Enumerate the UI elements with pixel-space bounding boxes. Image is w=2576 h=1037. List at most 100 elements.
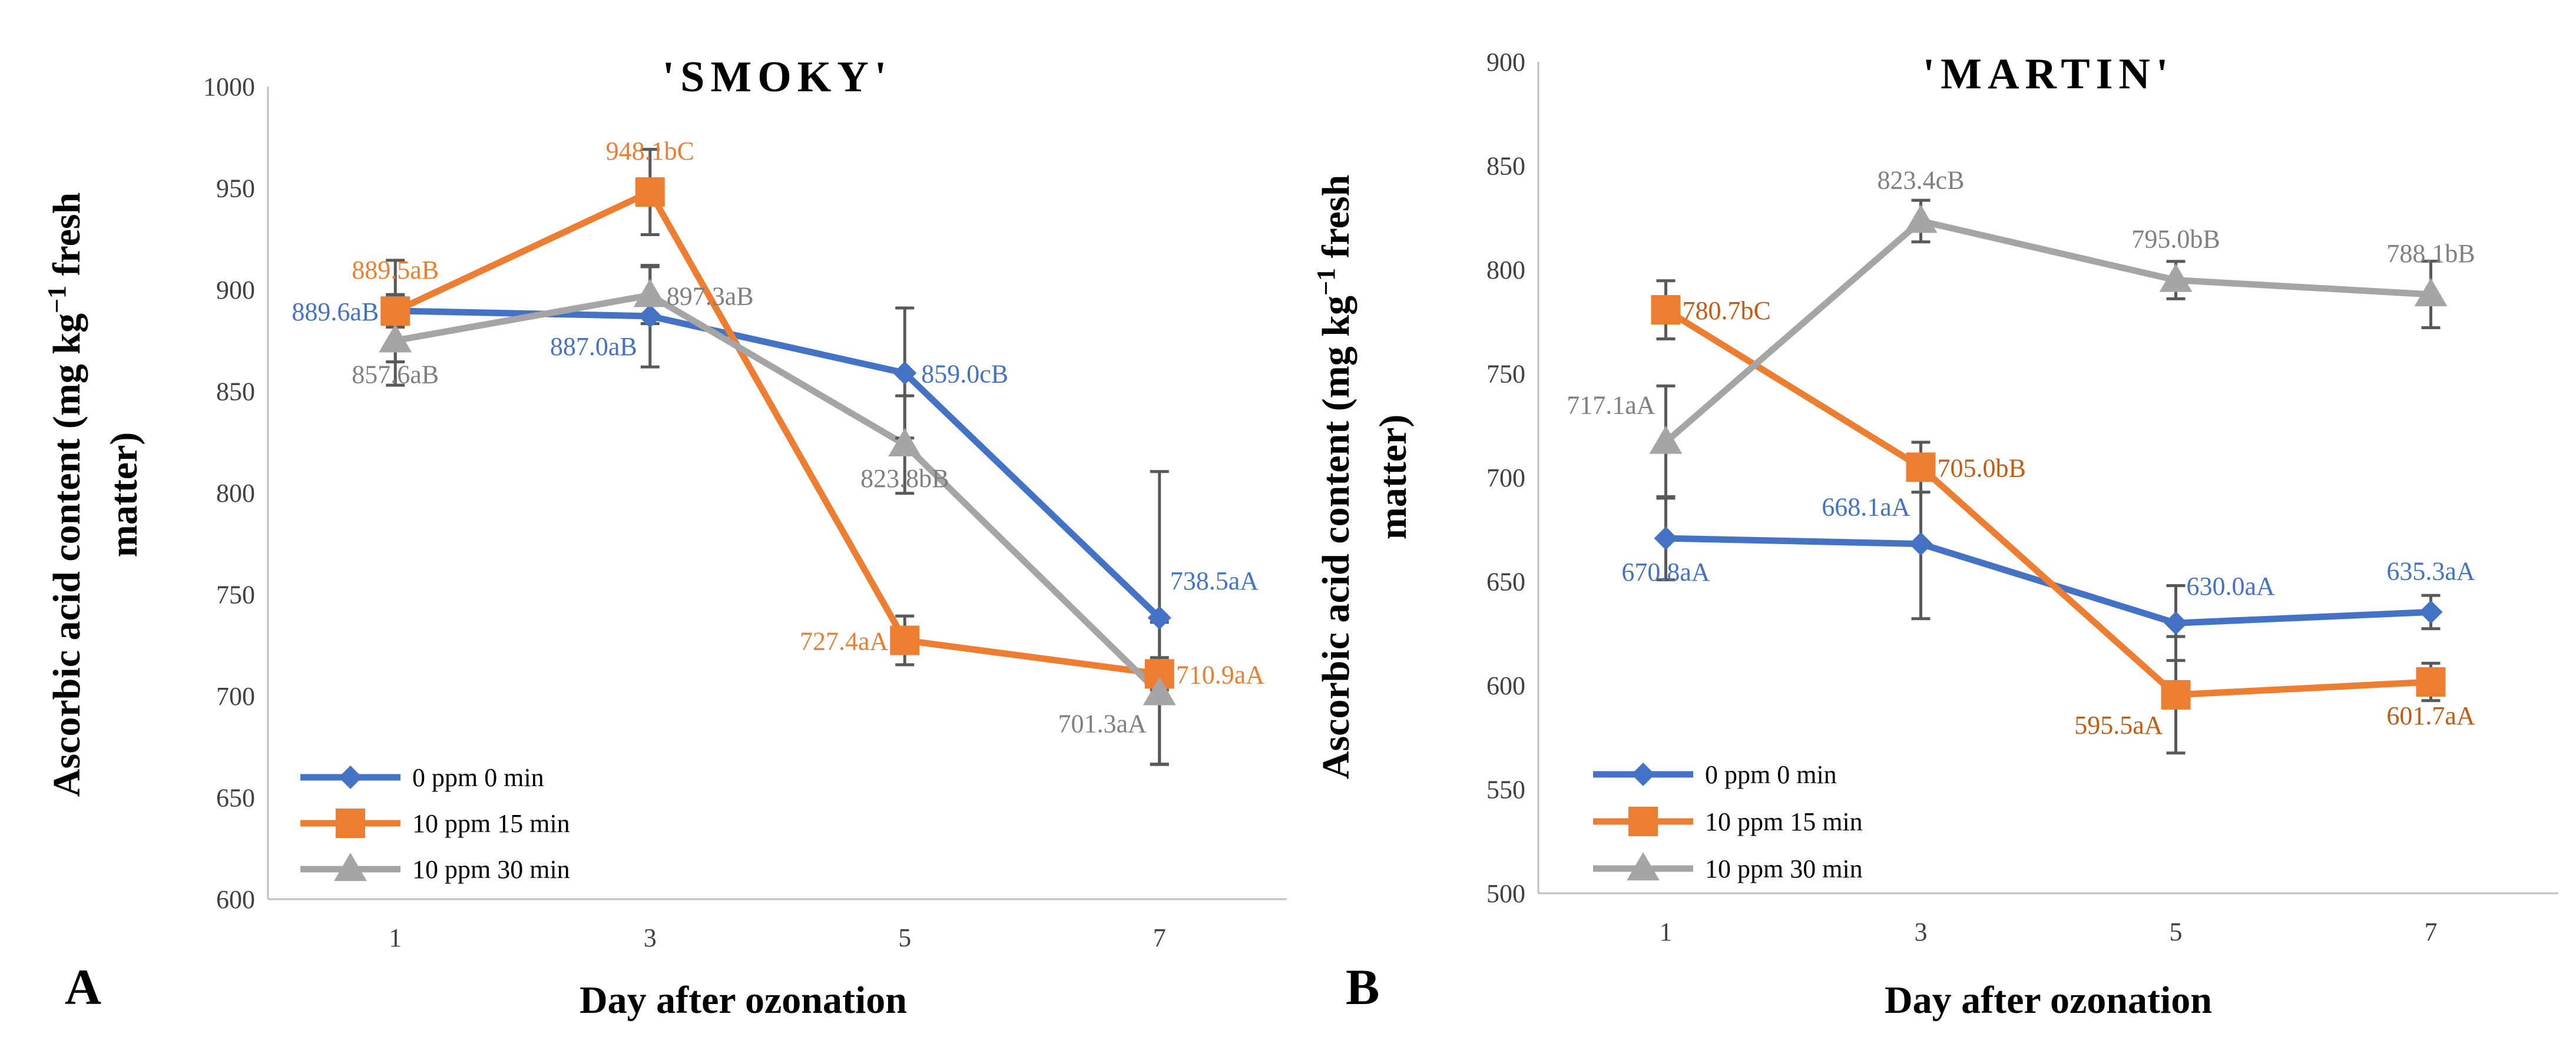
y-axis-title-line2: matter): [102, 432, 145, 558]
data-point: [888, 428, 922, 457]
data-label: 780.7bC: [1683, 296, 1771, 325]
x-tick-label: 1: [1660, 917, 1673, 946]
y-tick-label: 650: [1486, 568, 1525, 597]
data-label: 635.3aA: [2386, 556, 2475, 585]
data-point: [893, 361, 917, 385]
y-tick-label: 850: [216, 377, 255, 406]
data-point: [379, 324, 412, 353]
legend-entry: 10 ppm 30 min: [412, 855, 570, 884]
panel-letter: A: [65, 959, 101, 1015]
y-tick-label: 800: [1486, 256, 1525, 284]
data-point: [2164, 611, 2188, 635]
legend: 0 ppm 0 min 10 ppm 15 min 10 ppm 30 min: [1593, 760, 1863, 883]
data-point: [2419, 600, 2443, 624]
data-label: 823.8bB: [860, 464, 949, 493]
data-label: 857.6aB: [352, 360, 439, 389]
y-tick-label: 800: [216, 479, 255, 508]
x-axis-title: Day after ozonation: [1885, 979, 2212, 1022]
data-point: [890, 625, 920, 655]
data-label: 727.4aA: [800, 627, 889, 655]
legend-marker: [339, 766, 362, 789]
y-tick-label: 700: [216, 682, 255, 711]
series-line-2: [1663, 217, 2431, 445]
data-label: 701.3aA: [1058, 710, 1147, 738]
chart-title: 'MARTIN': [1923, 50, 2174, 98]
data-point: [638, 304, 662, 328]
x-tick-label: 1: [389, 923, 402, 952]
legend-entry: 0 ppm 0 min: [412, 763, 544, 792]
data-label: 595.5aA: [2074, 711, 2163, 740]
data-label: 889.5aB: [352, 256, 439, 284]
data-label: 795.0bB: [2131, 225, 2220, 254]
y-axis-title-superscript: −1: [42, 286, 71, 313]
y-tick-label: 750: [1486, 360, 1525, 389]
legend-entry: 0 ppm 0 min: [1705, 760, 1837, 789]
series-line-2: [395, 291, 1162, 696]
legend-marker: [1631, 763, 1655, 786]
y-tick-label: 700: [1486, 463, 1525, 492]
data-label: 889.6aB: [292, 297, 379, 326]
y-tick-label: 500: [1486, 879, 1525, 908]
data-point: [635, 177, 665, 207]
data-point: [380, 296, 410, 326]
x-tick-label: 5: [898, 923, 911, 952]
panel-letter: B: [1346, 959, 1379, 1015]
data-label: 705.0bB: [1938, 453, 2026, 482]
data-point: [2416, 667, 2446, 697]
data-point: [1143, 677, 1176, 705]
data-point: [1651, 295, 1681, 325]
data-point: [1147, 606, 1171, 630]
y-tick-label: 1000: [203, 72, 255, 101]
data-point: [2161, 680, 2191, 710]
data-label: 887.0aB: [550, 332, 637, 361]
legend-marker: [334, 853, 367, 882]
y-tick-label: 900: [1486, 48, 1525, 77]
data-point: [2414, 278, 2448, 307]
y-axis-title-part: fresh: [45, 193, 88, 286]
x-tick-label: 7: [1153, 923, 1166, 952]
legend-marker: [1628, 807, 1658, 836]
y-tick-label: 600: [216, 885, 255, 914]
y-axis-title: Ascorbic acid content (mg kg−1 fresh: [42, 193, 89, 797]
data-label: 859.0cB: [921, 359, 1008, 388]
y-tick-label: 650: [216, 784, 255, 813]
data-label: 897.3aB: [667, 281, 754, 310]
y-axis-title-superscript: −1: [1312, 268, 1340, 296]
y-tick-label: 950: [216, 174, 255, 203]
data-point: [1904, 204, 1938, 233]
legend-entry: 10 ppm 15 min: [412, 809, 570, 838]
x-tick-label: 3: [644, 923, 657, 952]
chart-title: 'SMOKY': [663, 53, 893, 101]
data-label: 710.9aA: [1176, 660, 1265, 689]
chart-B: 500 550 600 650 700 750 800 850 900 1 3 5 7 'MARTIN' D…: [1312, 48, 2558, 1022]
y-axis-title: Ascorbic acid content (mg kg−1 fresh: [1312, 175, 1358, 780]
x-tick-label: 3: [1915, 917, 1928, 946]
data-point: [1909, 532, 1933, 556]
y-axis-title-part: Ascorbic acid content (mg kg: [45, 313, 88, 797]
data-label: 668.1aA: [1822, 493, 1911, 522]
data-label: 717.1aA: [1567, 391, 1655, 420]
series-line-1: [393, 188, 1160, 677]
data-point: [1906, 452, 1936, 482]
y-tick-label: 850: [1486, 152, 1525, 181]
legend-entry: 10 ppm 15 min: [1705, 807, 1863, 836]
y-tick-label: 600: [1486, 671, 1525, 700]
y-tick-label: 550: [1486, 776, 1525, 804]
y-axis-title-part: Ascorbic acid content (mg kg: [1315, 296, 1357, 779]
y-tick-label: 750: [216, 581, 255, 609]
series-line-0: [395, 307, 1162, 621]
data-label: 670.8aA: [1621, 558, 1710, 587]
data-label: 788.1bB: [2386, 239, 2475, 268]
x-tick-label: 5: [2170, 917, 2183, 946]
data-label: 601.7aA: [2386, 701, 2475, 730]
y-axis-title-line2: matter): [1372, 415, 1415, 540]
data-point: [2159, 263, 2193, 292]
chart-A: 600 650 700 750 800 850 900 950 1000 1 3 5 7 'SMOKY' D…: [42, 53, 1287, 1022]
x-axis-title: Day after ozonation: [580, 979, 907, 1022]
legend-marker: [336, 809, 365, 838]
data-point: [1649, 425, 1683, 454]
legend-entry: 10 ppm 30 min: [1705, 854, 1863, 883]
data-label: 948.1bC: [606, 137, 694, 165]
data-point: [633, 279, 667, 307]
